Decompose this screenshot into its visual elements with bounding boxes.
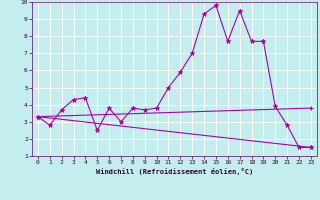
X-axis label: Windchill (Refroidissement éolien,°C): Windchill (Refroidissement éolien,°C) <box>96 168 253 175</box>
